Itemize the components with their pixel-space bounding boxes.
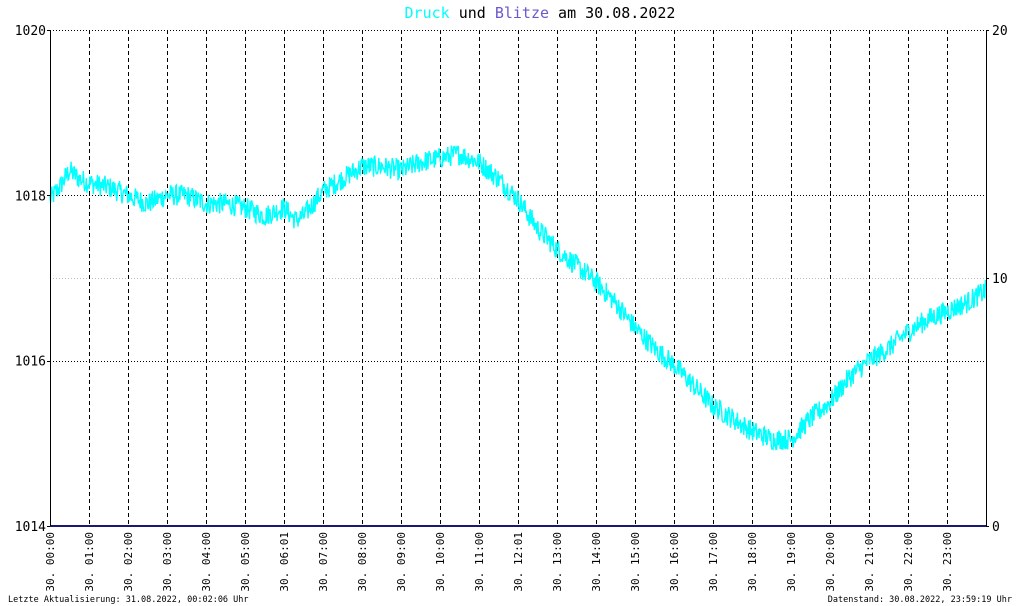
x-tick-label: 30. 03:00 [161, 532, 174, 592]
title-blitze: Blitze [495, 4, 549, 22]
x-tick-label: 30. 19:00 [785, 532, 798, 592]
title-und: und [450, 4, 495, 22]
x-tick-label: 30. 14:00 [590, 532, 603, 592]
title-druck: Druck [405, 4, 450, 22]
footer-data-status: Datenstand: 30.08.2022, 23:59:19 Uhr [828, 595, 1012, 605]
title-date: am 30.08.2022 [549, 4, 675, 22]
x-tick-label: 30. 00:00 [44, 532, 57, 592]
x-tick-label: 30. 04:00 [200, 532, 213, 592]
x-tick-label: 30. 09:00 [395, 532, 408, 592]
y-tick-label-left: 1014 [15, 520, 46, 535]
x-tick-label: 30. 20:00 [824, 532, 837, 592]
x-tick-label: 30. 22:00 [902, 532, 915, 592]
series-druck-line [49, 145, 987, 451]
x-tick-label: 30. 21:00 [863, 532, 876, 592]
x-tick-label: 30. 11:00 [473, 532, 486, 592]
x-tick-label: 30. 16:00 [668, 532, 681, 592]
x-tick-label: 30. 01:00 [83, 532, 96, 592]
x-tick-label: 30. 02:00 [122, 532, 135, 592]
x-tick-label: 30. 18:00 [746, 532, 759, 592]
x-tick-label: 30. 12:01 [512, 532, 525, 592]
x-tick-label: 30. 10:00 [434, 532, 447, 592]
x-tick-label: 30. 15:00 [629, 532, 642, 592]
x-tick-label: 30. 17:00 [707, 532, 720, 592]
x-tick-label: 30. 23:00 [941, 532, 954, 592]
x-tick-label: 30. 08:00 [356, 532, 369, 592]
x-tick-label: 30. 06:01 [278, 532, 291, 592]
y-tick-label-right: 10 [992, 272, 1008, 287]
y-tick-label-right: 0 [992, 520, 1000, 535]
y-tick-label-right: 20 [992, 24, 1008, 39]
x-tick-label: 30. 05:00 [239, 532, 252, 592]
y-tick-label-left: 1016 [15, 355, 46, 370]
footer-last-update: Letzte Aktualisierung: 31.08.2022, 00:02… [8, 595, 249, 605]
x-tick-label: 30. 07:00 [317, 532, 330, 592]
chart-title: Druck und Blitze am 30.08.2022 [405, 4, 676, 22]
y-tick-label-left: 1020 [15, 24, 46, 39]
series-layer [49, 145, 987, 527]
x-tick-label: 30. 13:00 [551, 532, 564, 592]
y-tick-label-left: 1018 [15, 189, 46, 204]
